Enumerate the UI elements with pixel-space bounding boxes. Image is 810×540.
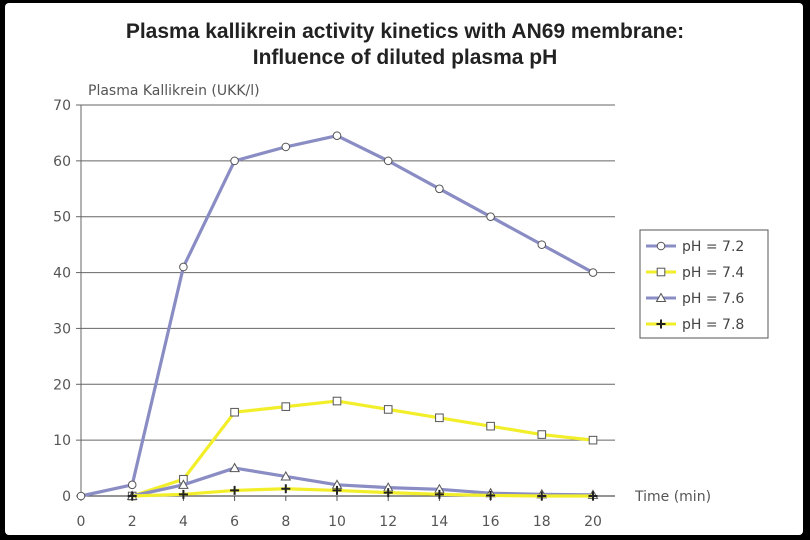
legend-label: pH = 7.8 [682, 317, 744, 333]
series-line [131, 399, 594, 498]
data-point [76, 491, 86, 501]
grid-lines [76, 104, 615, 497]
legend-label: pH = 7.2 [682, 239, 744, 255]
data-point [383, 156, 393, 166]
data-point [281, 142, 291, 152]
data-point [332, 131, 342, 141]
x-tick-label: 20 [584, 514, 602, 530]
y-tick-labels: 0 10 20 30 40 50 60 70 [53, 98, 71, 505]
x-tick-label: 18 [533, 514, 551, 530]
y-tick-label: 0 [62, 489, 71, 505]
data-point [178, 489, 188, 499]
data-point [588, 268, 598, 277]
data-point [486, 212, 495, 222]
y-tick-label: 70 [53, 98, 71, 114]
x-tick-label: 0 [77, 514, 86, 530]
data-point [656, 267, 666, 277]
x-tick-label: 6 [230, 514, 239, 530]
y-tick-label: 20 [53, 377, 71, 393]
data-point [281, 402, 291, 411]
data-point [332, 396, 342, 406]
y-tick-label: 50 [53, 210, 71, 226]
series-line [131, 466, 594, 498]
y-tick-label: 60 [53, 154, 71, 170]
x-tick-label: 4 [179, 514, 188, 530]
series-line [80, 134, 594, 498]
y-tick-label: 30 [53, 321, 71, 337]
data-point [656, 241, 666, 251]
data-point [588, 491, 598, 501]
data-point [588, 435, 598, 445]
x-tick-label: 14 [430, 514, 448, 530]
data-point [656, 319, 666, 329]
data-point [655, 292, 667, 302]
axes [80, 105, 615, 497]
series-2 [127, 396, 598, 501]
y-tick-label: 40 [53, 266, 71, 282]
x-axis-label: Time (min) [634, 489, 711, 505]
data-point [280, 470, 292, 481]
chart-title: Plasma kallikrein activity kinetics with… [125, 20, 685, 43]
series-1 [76, 131, 598, 501]
chart-subtitle: Influence of diluted plasma pH [252, 46, 558, 69]
legend-label: pH = 7.4 [682, 265, 744, 281]
data-point [179, 262, 188, 272]
data-point [486, 490, 496, 500]
data-point [332, 485, 342, 495]
x-tick-label: 12 [379, 514, 397, 530]
x-tick-label: 8 [281, 514, 290, 530]
y-axis-label: Plasma Kallikrein (UKK/l) [88, 83, 260, 99]
x-tick-label: 2 [128, 514, 137, 530]
legend-item: pH = 7.6 [646, 291, 744, 307]
data-point [537, 491, 547, 501]
legend-item: pH = 7.2 [646, 239, 744, 255]
data-point [486, 421, 495, 431]
data-point [281, 484, 291, 494]
legend: pH = 7.2 pH = 7.4 pH = 7.6 pH = 7.8 [639, 229, 769, 339]
data-point [383, 488, 393, 498]
x-tick-label: 16 [482, 514, 500, 530]
y-tick-label: 10 [53, 433, 71, 449]
data-point [435, 184, 444, 194]
data-point [435, 413, 444, 423]
series-line [132, 487, 593, 498]
legend-item: pH = 7.8 [646, 317, 744, 333]
data-point [537, 240, 547, 249]
data-point [178, 479, 189, 489]
data-point [230, 485, 240, 495]
data-point [127, 480, 137, 490]
data-point [229, 462, 240, 473]
data-point [230, 407, 239, 417]
data-point [537, 430, 547, 439]
legend-label: pH = 7.6 [682, 291, 744, 307]
x-tick-label: 10 [328, 514, 346, 530]
x-tick-labels: 0 2 4 6 8 10 12 14 16 18 20 [77, 496, 602, 530]
series-group [76, 131, 599, 501]
legend-item: pH = 7.4 [646, 265, 744, 281]
data-point [434, 489, 444, 499]
data-point [383, 405, 393, 414]
data-point [230, 156, 239, 166]
data-point [127, 491, 137, 501]
series-4 [127, 484, 598, 501]
